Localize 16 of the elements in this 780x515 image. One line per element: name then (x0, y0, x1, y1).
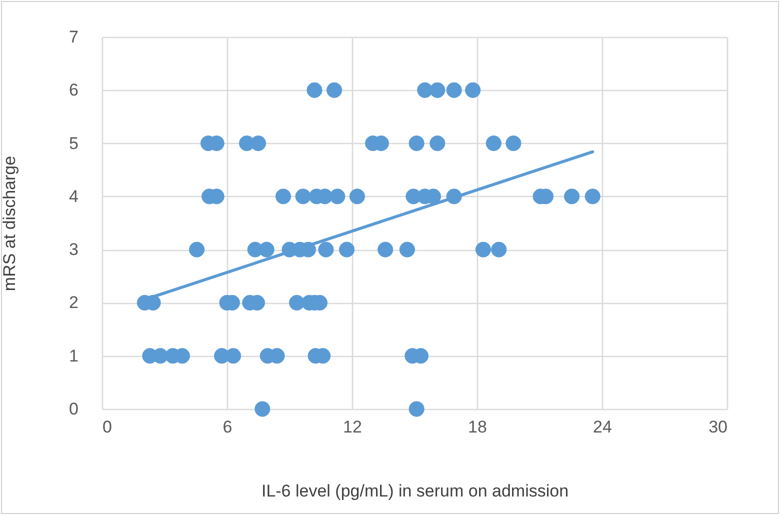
y-tick-label: 0 (69, 400, 78, 418)
x-tick-label: 18 (468, 418, 487, 436)
y-tick-label: 7 (69, 28, 78, 46)
y-tick-label: 3 (69, 240, 78, 260)
x-tick-label: 12 (343, 418, 362, 436)
y-tick-label: 2 (69, 293, 78, 312)
x-tick-label: 6 (222, 418, 232, 436)
x-axis-title: IL-6 level (pg/mL) in serum on admission (261, 482, 569, 500)
x-tick-label: 24 (593, 418, 612, 436)
y-tick-label: 5 (69, 134, 78, 153)
y-axis-title: mRS at discharge (0, 156, 20, 292)
x-tick-label: 0 (102, 418, 112, 436)
y-tick-label: 6 (69, 80, 78, 100)
x-tick-label: 30 (708, 418, 728, 436)
y-tick-label: 4 (69, 186, 78, 206)
y-tick-label: 1 (69, 346, 78, 366)
